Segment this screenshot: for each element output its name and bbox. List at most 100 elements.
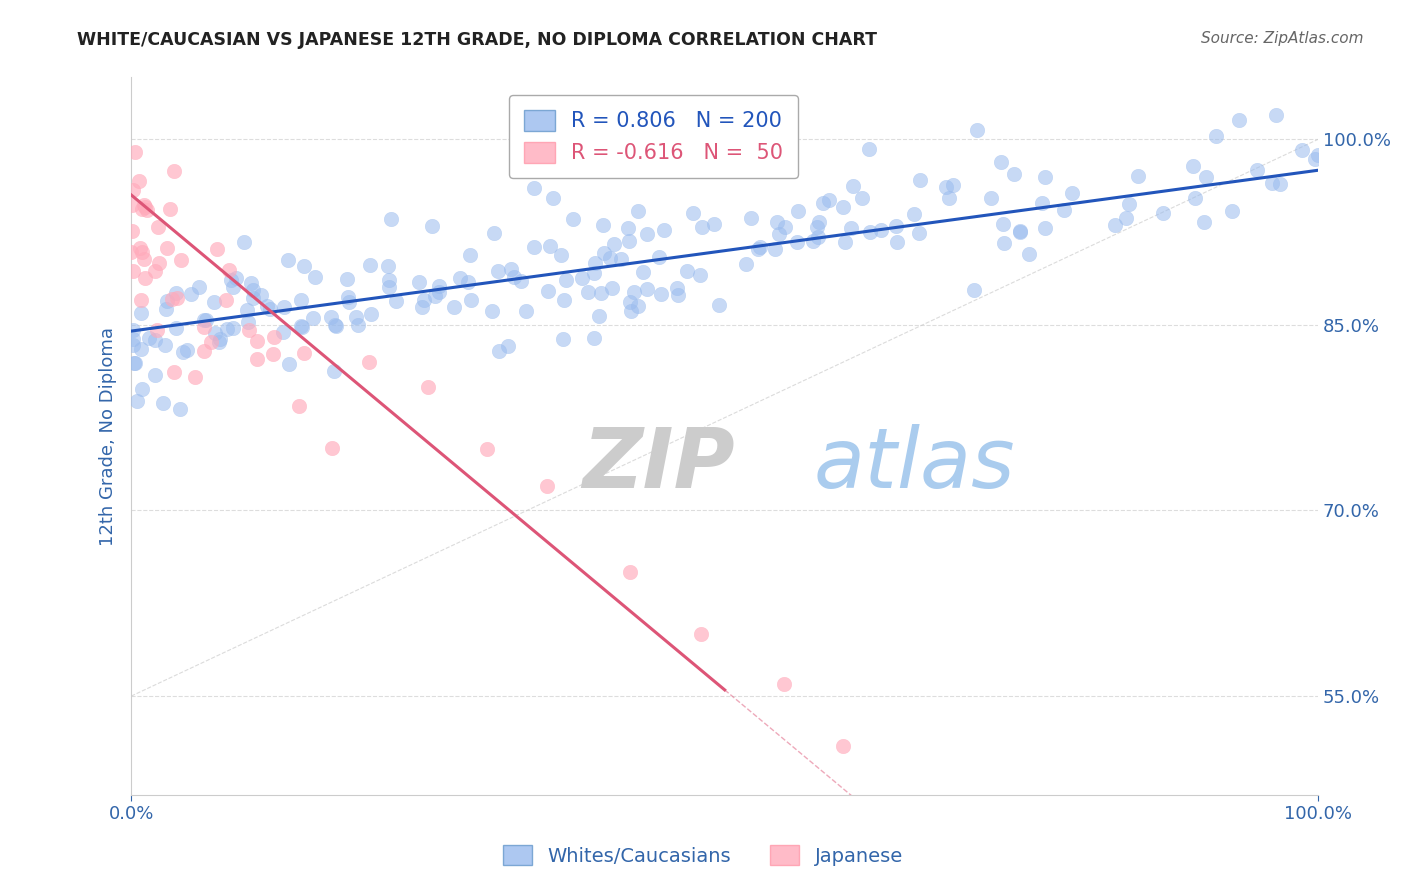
Point (122, 356, 145, 370)
Point (666, 281, 689, 295)
Point (277, 253, 299, 268)
Point (502, 270, 524, 285)
Point (460, 293, 482, 307)
Point (801, 235, 824, 249)
Point (129, 306, 152, 320)
Point (773, 219, 796, 234)
Point (246, 352, 269, 367)
Point (593, 246, 616, 260)
Point (602, 236, 624, 251)
Point (1010, 225, 1032, 239)
Point (650, 287, 672, 301)
Point (1152, 206, 1174, 220)
Point (222, 321, 245, 335)
Point (128, 241, 150, 255)
Point (583, 256, 606, 270)
Point (449, 271, 471, 285)
Point (858, 142, 880, 156)
Point (124, 145, 146, 160)
Point (903, 207, 925, 221)
Point (1035, 220, 1057, 235)
Point (1305, 153, 1327, 167)
Point (870, 223, 893, 237)
Point (541, 191, 564, 205)
Point (582, 266, 605, 280)
Point (523, 240, 546, 254)
Point (676, 264, 699, 278)
Point (619, 303, 641, 318)
Point (292, 260, 315, 274)
Point (121, 224, 143, 238)
Point (208, 332, 231, 346)
Point (291, 320, 314, 334)
Point (1306, 148, 1329, 162)
Point (1227, 113, 1250, 128)
Point (131, 202, 153, 216)
Point (143, 333, 166, 347)
Point (129, 293, 152, 307)
Point (148, 256, 170, 270)
Point (1246, 162, 1268, 177)
Point (169, 401, 191, 416)
Point (648, 250, 671, 264)
Point (834, 235, 856, 250)
Point (156, 241, 179, 255)
Point (807, 215, 830, 229)
Point (121, 198, 143, 212)
Point (550, 247, 572, 261)
Point (378, 273, 401, 287)
Point (238, 323, 260, 337)
Point (1118, 197, 1140, 211)
Point (240, 276, 263, 290)
Point (129, 342, 152, 356)
Point (592, 219, 614, 233)
Point (515, 303, 537, 318)
Point (963, 283, 986, 297)
Point (740, 211, 762, 225)
Point (242, 291, 264, 305)
Point (908, 227, 931, 241)
Point (166, 291, 188, 305)
Point (323, 318, 346, 332)
Point (145, 323, 167, 337)
Point (1261, 176, 1284, 190)
Point (458, 247, 481, 261)
Point (170, 252, 193, 267)
Point (707, 298, 730, 312)
Point (273, 325, 295, 339)
Point (162, 366, 184, 380)
Point (1104, 219, 1126, 233)
Point (1062, 186, 1084, 201)
Point (523, 181, 546, 195)
Point (1031, 196, 1053, 211)
Point (377, 259, 399, 273)
Point (207, 242, 229, 256)
Point (1002, 167, 1025, 181)
Point (773, 676, 796, 690)
Point (132, 252, 155, 267)
Point (138, 331, 160, 345)
Point (536, 479, 558, 493)
Point (538, 238, 561, 252)
Point (215, 321, 238, 335)
Point (703, 217, 725, 231)
Point (292, 345, 315, 359)
Point (225, 271, 247, 285)
Point (128, 174, 150, 188)
Point (146, 220, 169, 235)
Point (1268, 178, 1291, 192)
Point (222, 279, 245, 293)
Point (496, 339, 519, 353)
Point (359, 258, 381, 272)
Point (636, 227, 658, 241)
Point (991, 217, 1014, 231)
Point (636, 283, 658, 297)
Point (122, 338, 145, 352)
Point (408, 275, 430, 289)
Point (1008, 224, 1031, 238)
Point (501, 261, 523, 276)
Point (1205, 128, 1227, 143)
Point (486, 264, 509, 278)
Point (215, 293, 238, 307)
Point (165, 321, 187, 335)
